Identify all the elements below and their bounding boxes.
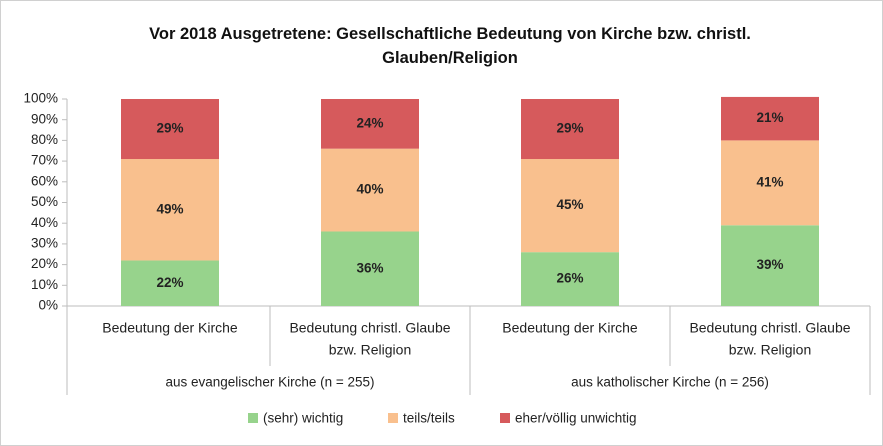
legend-label: eher/völlig unwichtig: [515, 411, 637, 426]
value-label: 22%: [156, 275, 183, 290]
group-label: aus katholischer Kirche (n = 256): [571, 375, 769, 390]
legend-swatch: [388, 413, 398, 423]
bar-segment: [121, 159, 219, 261]
value-label: 21%: [756, 110, 783, 125]
bar-segment: [121, 260, 219, 306]
y-tick-label: 90%: [31, 111, 58, 126]
bar-segment: [321, 148, 419, 232]
legend-swatch: [248, 413, 258, 423]
bar-segment: [321, 99, 419, 149]
y-tick-label: 60%: [31, 173, 58, 188]
chart-title: Vor 2018 Ausgetretene: Gesellschaftliche…: [149, 25, 751, 67]
bar-segment: [521, 252, 619, 306]
y-tick-label: 40%: [31, 215, 58, 230]
bar-segment: [321, 231, 419, 306]
bar-segment: [721, 140, 819, 226]
y-tick-label: 70%: [31, 153, 58, 168]
legend-label: (sehr) wichtig: [263, 411, 343, 426]
value-label: 29%: [156, 121, 183, 136]
y-tick-label: 0%: [38, 298, 58, 313]
value-label: 49%: [156, 201, 183, 216]
y-tick-label: 10%: [31, 277, 58, 292]
x-tick-label: Bedeutung der Kirche: [102, 320, 238, 336]
y-tick-label: 50%: [31, 194, 58, 209]
x-tick-label: Bedeutung christl. Glaube: [289, 320, 450, 336]
value-label: 26%: [556, 271, 583, 286]
value-label: 39%: [756, 257, 783, 272]
value-label: 29%: [556, 121, 583, 136]
x-tick-label: bzw. Religion: [729, 342, 812, 358]
value-label: 40%: [356, 182, 383, 197]
x-tick-label: Bedeutung der Kirche: [502, 320, 638, 336]
value-label: 36%: [356, 260, 383, 275]
y-tick-label: 80%: [31, 132, 58, 147]
x-tick-label: Bedeutung christl. Glaube: [689, 320, 850, 336]
legend-swatch: [500, 413, 510, 423]
x-tick-label: bzw. Religion: [329, 342, 412, 358]
value-label: 45%: [556, 197, 583, 212]
group-label: aus evangelischer Kirche (n = 255): [166, 375, 375, 390]
y-tick-label: 20%: [31, 256, 58, 271]
bar-segment: [721, 225, 819, 306]
value-label: 41%: [756, 174, 783, 189]
legend-label: teils/teils: [403, 411, 455, 426]
value-label: 24%: [356, 115, 383, 130]
y-tick-label: 100%: [23, 91, 58, 106]
bar-segment: [721, 96, 819, 141]
bar-segment: [121, 99, 219, 160]
bar-segment: [521, 99, 619, 160]
bar-segment: [521, 159, 619, 253]
y-tick-label: 30%: [31, 235, 58, 250]
